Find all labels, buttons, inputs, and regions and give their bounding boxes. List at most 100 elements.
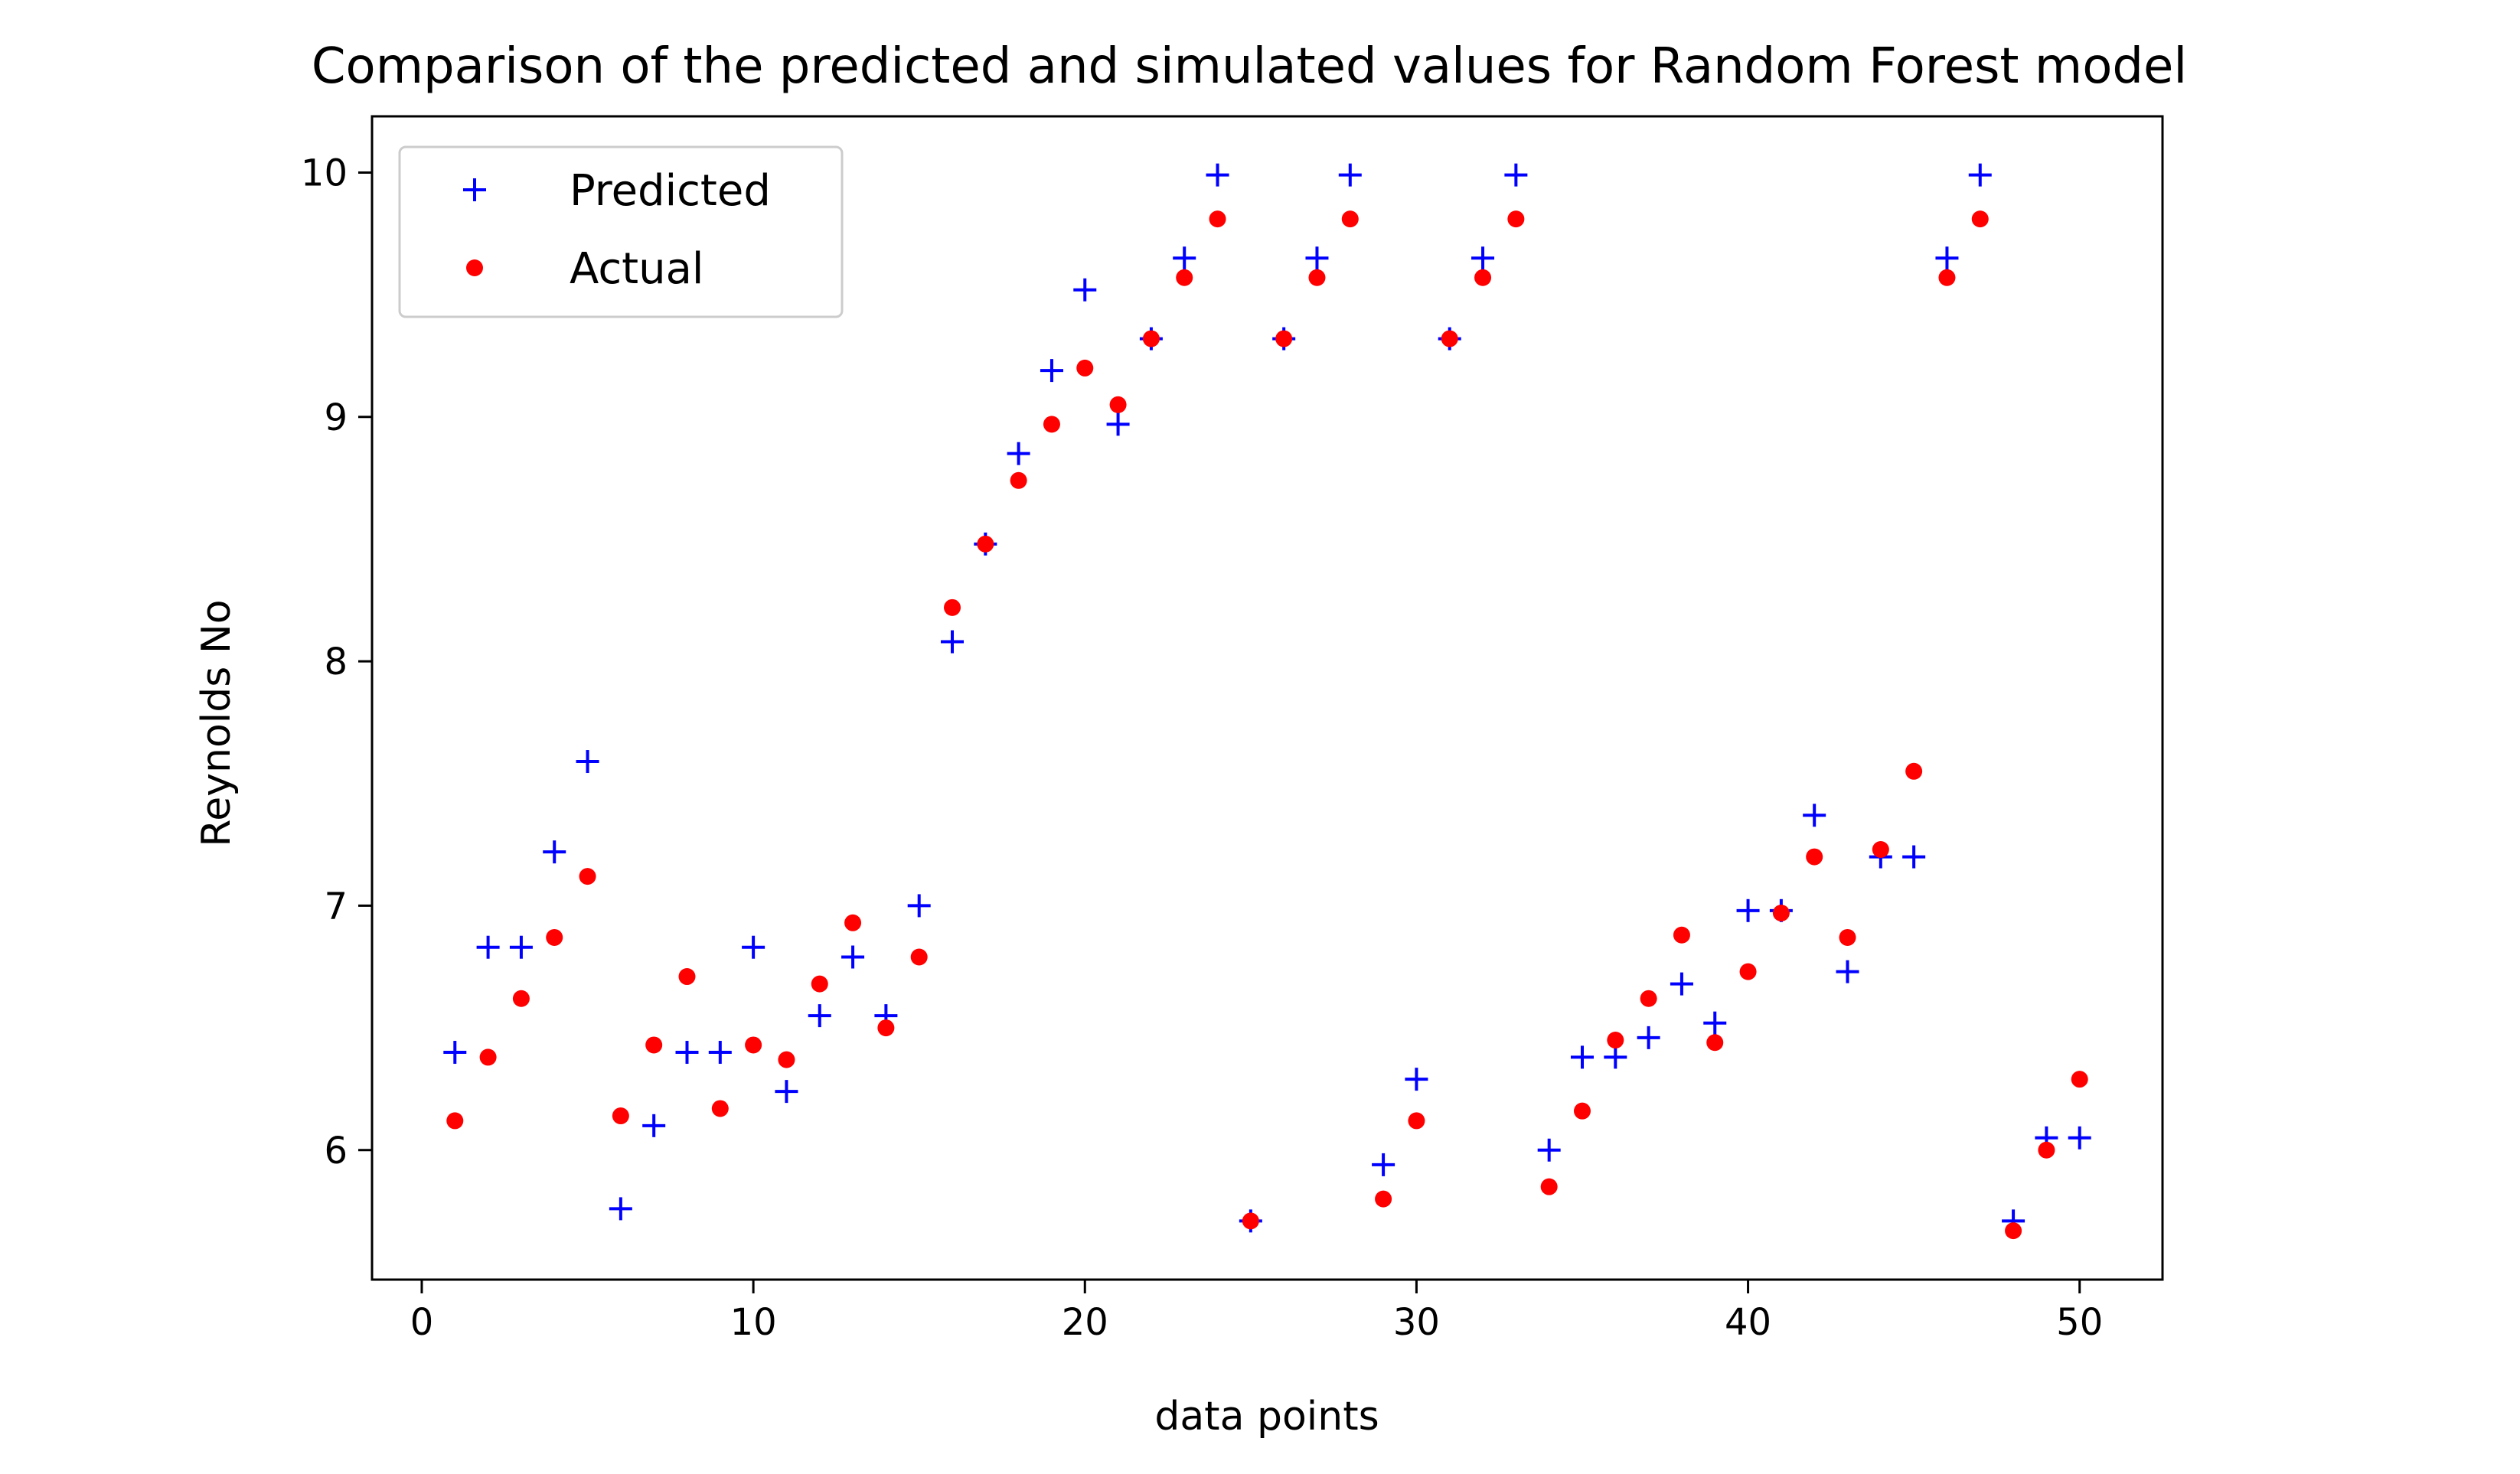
actual-point: [512, 990, 530, 1007]
actual-point: [546, 928, 563, 946]
x-tick-label: 0: [410, 1301, 434, 1344]
predicted-point: [1836, 960, 1859, 983]
actual-point: [1441, 330, 1458, 347]
predicted-point: [2068, 1126, 2091, 1150]
x-tick-label: 50: [2056, 1301, 2103, 1344]
x-tick-label: 40: [1725, 1301, 1771, 1344]
predicted-point: [1173, 246, 1196, 270]
predicted-point: [642, 1114, 666, 1137]
actual-point: [1573, 1102, 1591, 1120]
actual-point: [612, 1107, 629, 1125]
actual-point: [2005, 1222, 2022, 1240]
y-tick-label: 8: [324, 641, 348, 683]
actual-point: [1109, 396, 1127, 413]
y-tick-label: 7: [324, 885, 348, 928]
predicted-point: [1405, 1068, 1428, 1091]
predicted-point: [1570, 1045, 1594, 1069]
actual-point: [1772, 905, 1790, 922]
actual-point: [1474, 269, 1492, 286]
predicted-point: [1803, 804, 1826, 827]
predicted-point: [1471, 246, 1495, 270]
actual-point: [1806, 848, 1823, 866]
predicted-point: [1537, 1138, 1561, 1162]
actual-point: [2071, 1071, 2088, 1088]
predicted-point: [1305, 246, 1329, 270]
actual-point: [977, 535, 994, 553]
actual-point: [678, 968, 696, 986]
predicted-point: [1372, 1153, 1395, 1176]
actual-point: [1872, 840, 1889, 858]
actual-point: [1010, 471, 1027, 489]
actual-point: [944, 598, 961, 616]
actual-point: [579, 868, 596, 885]
actual-point: [745, 1036, 762, 1054]
x-tick-label: 30: [1393, 1301, 1440, 1344]
actual-point: [844, 914, 862, 931]
chart-title: Comparison of the predicted and simulate…: [312, 38, 2187, 95]
predicted-point: [543, 840, 566, 864]
actual-point: [1043, 416, 1060, 433]
predicted-point: [1106, 413, 1130, 436]
actual-point: [811, 975, 828, 993]
y-tick-label: 6: [324, 1130, 348, 1172]
predicted-point: [1073, 278, 1097, 302]
predicted-point: [1968, 163, 1992, 187]
predicted-point: [742, 935, 765, 959]
actual-point: [1673, 926, 1690, 944]
actual-point: [1607, 1032, 1624, 1049]
actual-point: [1242, 1212, 1259, 1230]
predicted-point: [775, 1080, 798, 1104]
actual-point: [1540, 1178, 1558, 1195]
predicted-point: [609, 1197, 632, 1221]
predicted-point: [1637, 1026, 1660, 1049]
actual-point: [1142, 330, 1160, 347]
actual-point: [645, 1036, 663, 1054]
actual-point: [910, 948, 928, 966]
actual-point: [1938, 269, 1956, 286]
predicted-point: [476, 935, 500, 959]
actual-point: [479, 1048, 497, 1066]
x-axis-label: data points: [1154, 1394, 1379, 1440]
actual-point: [1408, 1112, 1425, 1130]
y-axis-label: Reynolds No: [194, 599, 240, 846]
predicted-point: [576, 750, 599, 774]
predicted-point: [1902, 845, 1926, 869]
actual-point: [1971, 210, 1989, 228]
x-tick-label: 10: [730, 1301, 777, 1344]
predicted-point: [907, 894, 931, 918]
actual-point: [778, 1051, 795, 1068]
legend-actual-label: Actual: [570, 244, 703, 294]
predicted-point: [1736, 898, 1760, 922]
actual-point: [1341, 210, 1359, 228]
actual-point: [1839, 928, 1856, 946]
predicted-point: [1703, 1011, 1727, 1035]
actual-point: [1275, 330, 1293, 347]
predicted-point: [1206, 163, 1229, 187]
predicted-point: [509, 935, 533, 959]
predicted-point: [675, 1041, 699, 1065]
actual-point: [1507, 210, 1525, 228]
legend-actual-marker: [466, 259, 483, 276]
predicted-point: [1007, 442, 1030, 465]
predicted-point: [1504, 163, 1528, 187]
plot-area: 0 10 20 30 40 50 6 7 8 9 10 Predicted Actual: [301, 115, 2164, 1344]
actual-point: [1209, 210, 1226, 228]
y-tick-label: 9: [324, 396, 348, 439]
actual-point: [1739, 963, 1757, 980]
predicted-point: [708, 1041, 732, 1065]
predicted-point: [1935, 246, 1959, 270]
actual-point: [711, 1100, 729, 1117]
actual-point: [1706, 1034, 1724, 1052]
actual-point: [1176, 269, 1193, 286]
x-tick-label: 20: [1062, 1301, 1108, 1344]
plot-frame: [370, 115, 2164, 1281]
actual-point: [1375, 1190, 1392, 1208]
actual-point: [1308, 269, 1326, 286]
predicted-point: [841, 945, 865, 969]
actual-point: [2038, 1141, 2055, 1159]
actual-point: [877, 1019, 895, 1037]
predicted-point: [1338, 163, 1362, 187]
legend-box: [398, 145, 844, 318]
actual-point: [1905, 762, 1923, 780]
actual-point: [1640, 990, 1657, 1007]
